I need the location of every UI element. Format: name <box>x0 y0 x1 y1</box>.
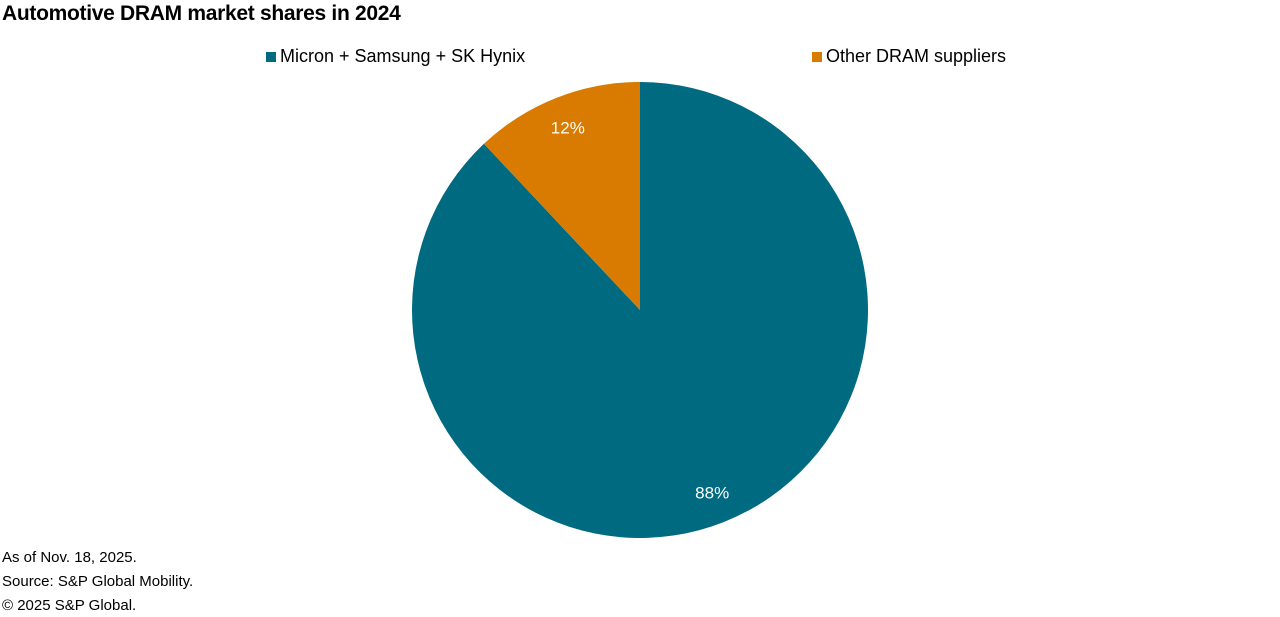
footnote-source: Source: S&P Global Mobility. <box>2 573 194 590</box>
pie-slice-1 <box>483 82 640 310</box>
legend-item-other-dram-suppliers: Other DRAM suppliers <box>812 46 1006 67</box>
data-label-0: 88% <box>695 483 729 502</box>
legend-swatch <box>812 51 822 62</box>
data-label-1: 12% <box>551 119 585 138</box>
legend-item-micron-samsung-skhynix: Micron + Samsung + SK Hynix <box>266 46 525 67</box>
chart-title: Automotive DRAM market shares in 2024 <box>2 2 401 25</box>
footnote-copyright: © 2025 S&P Global. <box>2 597 137 614</box>
legend-swatch <box>266 51 276 62</box>
legend-label: Other DRAM suppliers <box>826 46 1007 66</box>
footnote-date: As of Nov. 18, 2025. <box>2 549 137 566</box>
legend-label: Micron + Samsung + SK Hynix <box>280 46 526 66</box>
